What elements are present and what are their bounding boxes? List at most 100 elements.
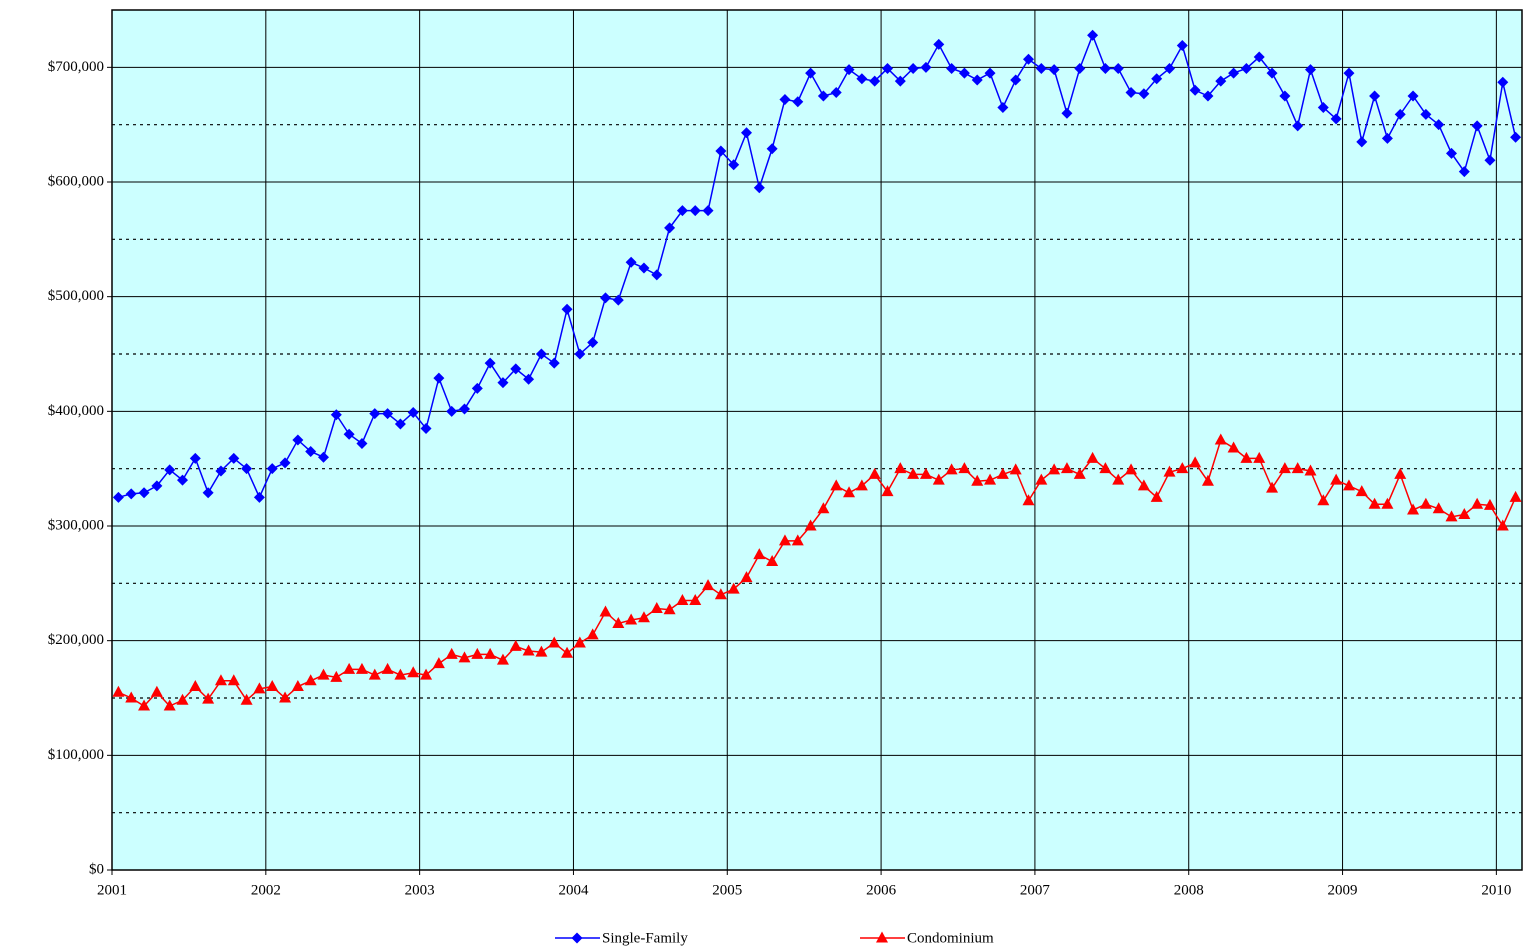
point bbox=[1073, 467, 1086, 479]
point bbox=[1150, 490, 1163, 502]
point bbox=[394, 418, 406, 430]
point bbox=[1510, 131, 1522, 143]
point bbox=[894, 462, 907, 474]
point bbox=[177, 474, 188, 486]
point bbox=[1010, 74, 1022, 86]
point bbox=[946, 62, 958, 74]
point bbox=[561, 646, 574, 658]
point bbox=[663, 603, 676, 615]
point bbox=[1086, 451, 1099, 463]
point bbox=[1330, 473, 1343, 485]
point bbox=[279, 457, 291, 469]
point bbox=[1291, 462, 1304, 474]
point bbox=[1445, 510, 1458, 522]
x-tick-label: 2010 bbox=[1481, 882, 1511, 898]
point bbox=[1381, 132, 1393, 144]
point bbox=[369, 408, 381, 420]
point bbox=[1471, 120, 1483, 132]
point bbox=[1369, 90, 1381, 102]
point bbox=[355, 662, 368, 674]
point bbox=[432, 657, 445, 669]
point bbox=[1163, 465, 1176, 477]
point bbox=[766, 555, 779, 567]
point bbox=[1112, 473, 1125, 485]
point bbox=[1009, 463, 1022, 475]
legend-label: Single-Family bbox=[602, 930, 688, 946]
point bbox=[1189, 456, 1202, 468]
point bbox=[1151, 73, 1163, 85]
point bbox=[548, 636, 561, 648]
point bbox=[125, 691, 138, 703]
point bbox=[535, 348, 547, 360]
point bbox=[202, 487, 214, 499]
point bbox=[318, 451, 329, 463]
point bbox=[1074, 62, 1086, 74]
point bbox=[1355, 485, 1368, 497]
point bbox=[792, 96, 804, 108]
point bbox=[1278, 462, 1291, 474]
point bbox=[805, 67, 817, 79]
point bbox=[253, 682, 266, 694]
point bbox=[471, 382, 483, 394]
point bbox=[522, 644, 535, 656]
point bbox=[125, 488, 137, 500]
x-tick-label: 2001 bbox=[97, 882, 127, 898]
point bbox=[1279, 90, 1291, 102]
point bbox=[766, 143, 778, 155]
point bbox=[151, 480, 163, 492]
point bbox=[971, 474, 984, 486]
point bbox=[869, 75, 881, 87]
x-tick-label: 2006 bbox=[866, 882, 897, 898]
y-tick-label: $700,000 bbox=[48, 59, 104, 75]
point bbox=[433, 372, 445, 384]
point bbox=[1164, 62, 1175, 74]
point bbox=[330, 670, 343, 682]
point bbox=[1023, 53, 1034, 65]
point bbox=[933, 38, 945, 50]
point bbox=[1125, 463, 1138, 475]
point bbox=[1189, 84, 1201, 96]
point bbox=[1330, 113, 1342, 125]
plot-frame bbox=[111, 9, 1523, 871]
point bbox=[1483, 498, 1496, 510]
point bbox=[843, 64, 855, 76]
point bbox=[1432, 502, 1445, 514]
point bbox=[1228, 67, 1240, 79]
point bbox=[971, 74, 983, 86]
point bbox=[445, 647, 458, 659]
point bbox=[856, 73, 868, 85]
point bbox=[241, 463, 253, 475]
point bbox=[1420, 108, 1432, 120]
point bbox=[984, 67, 996, 79]
point bbox=[1087, 29, 1099, 41]
point bbox=[600, 292, 611, 304]
y-tick-label: $100,000 bbox=[48, 747, 104, 763]
point bbox=[586, 628, 599, 640]
point bbox=[343, 428, 355, 440]
point bbox=[1496, 519, 1509, 531]
point bbox=[1137, 479, 1150, 491]
point bbox=[1317, 494, 1330, 506]
point bbox=[637, 611, 650, 623]
point bbox=[1099, 462, 1112, 474]
point bbox=[638, 262, 650, 274]
point bbox=[804, 519, 817, 531]
plot-area bbox=[112, 10, 1522, 870]
point bbox=[689, 594, 702, 606]
y-tick-label: $300,000 bbox=[48, 517, 104, 533]
point bbox=[1394, 108, 1406, 120]
point bbox=[919, 467, 932, 479]
series bbox=[112, 29, 1522, 503]
point bbox=[1201, 474, 1214, 486]
point bbox=[407, 406, 419, 418]
point bbox=[420, 423, 432, 435]
point bbox=[1343, 67, 1355, 79]
point bbox=[625, 613, 638, 625]
legend-label: Condominium bbox=[907, 930, 994, 946]
point bbox=[305, 445, 317, 457]
point bbox=[1253, 451, 1266, 463]
point bbox=[1368, 497, 1381, 509]
point bbox=[689, 205, 701, 217]
point bbox=[266, 680, 279, 692]
